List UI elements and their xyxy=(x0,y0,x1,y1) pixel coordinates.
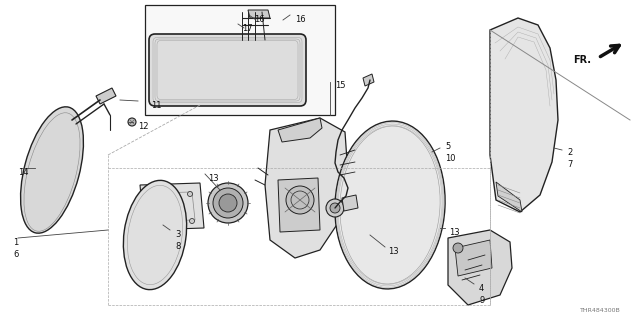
Polygon shape xyxy=(140,183,204,230)
Ellipse shape xyxy=(453,243,463,253)
Text: 14: 14 xyxy=(18,168,29,177)
Text: 4: 4 xyxy=(479,284,484,293)
Ellipse shape xyxy=(330,203,340,213)
Bar xyxy=(145,5,335,115)
Text: 13: 13 xyxy=(449,228,460,237)
Text: 12: 12 xyxy=(138,122,148,131)
Polygon shape xyxy=(342,195,358,211)
Text: 17: 17 xyxy=(242,24,253,33)
Ellipse shape xyxy=(148,193,154,197)
Text: 10: 10 xyxy=(445,154,456,163)
Text: 13: 13 xyxy=(388,247,399,256)
Ellipse shape xyxy=(189,219,195,223)
Ellipse shape xyxy=(213,188,243,218)
Text: FR.: FR. xyxy=(573,55,591,65)
Text: 6: 6 xyxy=(13,250,19,259)
Polygon shape xyxy=(265,118,348,258)
Polygon shape xyxy=(278,178,320,232)
Text: 8: 8 xyxy=(175,242,180,251)
Polygon shape xyxy=(248,10,270,18)
Text: 2: 2 xyxy=(567,148,572,157)
Text: 11: 11 xyxy=(151,101,161,110)
Text: 9: 9 xyxy=(479,296,484,305)
Ellipse shape xyxy=(128,118,136,126)
Polygon shape xyxy=(96,88,116,104)
Polygon shape xyxy=(490,18,558,212)
Ellipse shape xyxy=(165,203,179,217)
Ellipse shape xyxy=(124,180,187,290)
Text: 15: 15 xyxy=(335,81,346,90)
Text: 1: 1 xyxy=(13,238,19,247)
Polygon shape xyxy=(496,182,522,212)
Polygon shape xyxy=(455,240,492,276)
Text: 13: 13 xyxy=(208,174,219,183)
Text: THR484300B: THR484300B xyxy=(580,308,621,313)
Polygon shape xyxy=(278,118,322,142)
FancyBboxPatch shape xyxy=(149,34,306,106)
Ellipse shape xyxy=(150,220,156,226)
Ellipse shape xyxy=(219,194,237,212)
Text: 16: 16 xyxy=(254,15,264,24)
Ellipse shape xyxy=(208,183,248,223)
Polygon shape xyxy=(363,74,374,86)
Ellipse shape xyxy=(188,191,193,196)
Ellipse shape xyxy=(286,186,314,214)
Text: 5: 5 xyxy=(445,142,451,151)
Ellipse shape xyxy=(161,199,183,221)
Ellipse shape xyxy=(20,107,83,233)
Ellipse shape xyxy=(335,121,445,289)
Text: 16: 16 xyxy=(295,15,306,24)
Text: 3: 3 xyxy=(175,230,180,239)
Ellipse shape xyxy=(326,199,344,217)
Text: 7: 7 xyxy=(567,160,572,169)
Polygon shape xyxy=(448,230,512,305)
